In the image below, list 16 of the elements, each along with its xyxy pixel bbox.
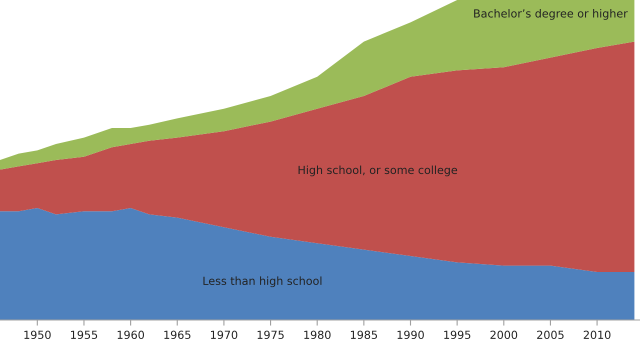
series-label: Bachelor’s degree or higher xyxy=(474,9,628,20)
x-tick-label: 1975 xyxy=(258,330,284,340)
x-tick-label: 2000 xyxy=(490,330,518,340)
x-tick-label: 2010 xyxy=(584,330,610,340)
x-tick-label: 1990 xyxy=(398,330,424,340)
x-tick-label: 2005 xyxy=(537,330,564,340)
x-tick-label: 1985 xyxy=(350,330,378,340)
x-tick-label: 1950 xyxy=(24,330,51,340)
x-tick-label: 1980 xyxy=(304,330,331,340)
x-tick-label: 1960 xyxy=(118,330,144,340)
series-label: Less than high school xyxy=(203,276,322,288)
x-tick-label: 1970 xyxy=(210,330,238,340)
x-tick-label: 1965 xyxy=(164,330,190,340)
x-tick-label: 1955 xyxy=(71,330,98,340)
series-label: High school, or some college xyxy=(298,166,458,176)
x-tick-label: 1995 xyxy=(444,330,470,340)
